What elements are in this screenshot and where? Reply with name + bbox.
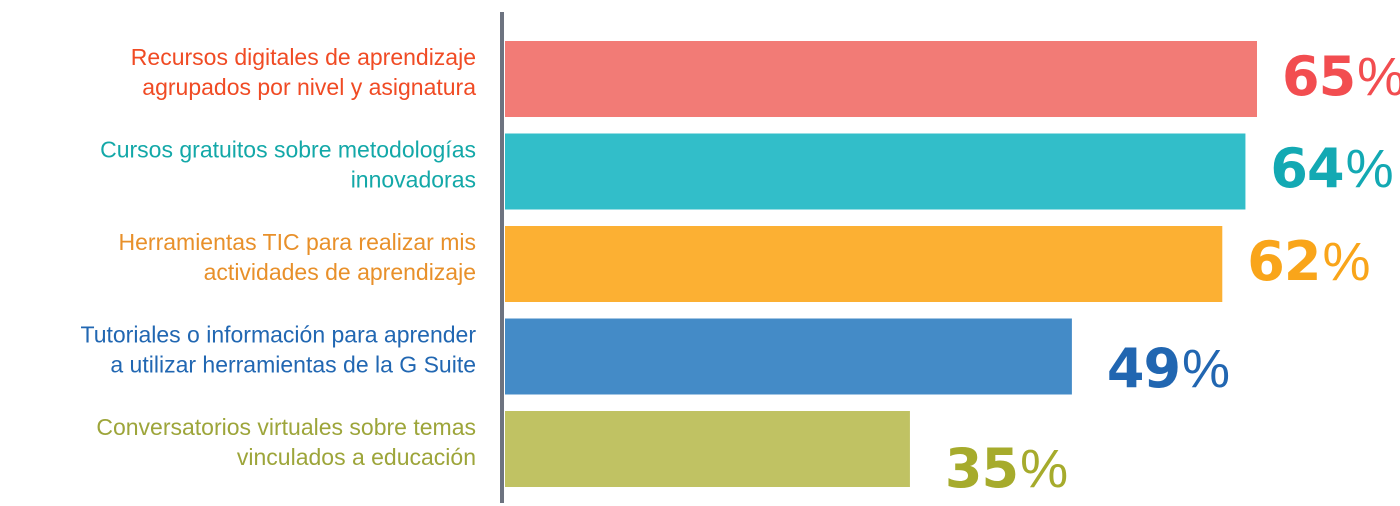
bar-1: [505, 41, 1257, 117]
category-label-line: agrupados por nivel y asignatura: [142, 74, 476, 100]
category-label-line: a utilizar herramientas de la G Suite: [110, 352, 476, 378]
value-label-1: 65%: [1282, 45, 1400, 108]
bar-3: [505, 226, 1223, 302]
value-number: 49: [1107, 337, 1180, 400]
category-label-line: vinculados a educación: [237, 444, 476, 470]
value-number: 35: [945, 437, 1018, 500]
value-percent-sign: %: [1322, 232, 1370, 292]
category-label-3: Herramientas TIC para realizar mis activi…: [119, 229, 476, 285]
category-label-5: Conversatorios virtuales sobre temas vinc…: [96, 414, 476, 470]
category-label-line: innovadoras: [351, 167, 476, 193]
category-label-line: actividades de aprendizaje: [204, 259, 476, 285]
value-percent-sign: %: [1020, 439, 1068, 499]
value-percent-sign: %: [1182, 339, 1230, 399]
bar-4: [505, 318, 1072, 395]
category-label-line: Conversatorios virtuales sobre temas: [96, 414, 476, 440]
value-label-5: 35%: [945, 437, 1068, 500]
category-label-1: Recursos digitales de aprendizaje agrupad…: [131, 44, 476, 100]
category-label-line: Cursos gratuitos sobre metodologías: [100, 137, 476, 163]
category-label-line: Recursos digitales de aprendizaje: [131, 44, 476, 70]
value-percent-sign: %: [1346, 139, 1394, 199]
category-label-4: Tutoriales o información para aprender a …: [81, 322, 477, 378]
bar-5: [505, 411, 910, 487]
value-percent-sign: %: [1357, 47, 1400, 107]
category-label-2: Cursos gratuitos sobre metodologías innov…: [100, 137, 476, 193]
value-label-3: 62%: [1247, 230, 1370, 293]
bar-2: [505, 133, 1246, 210]
value-label-2: 64%: [1270, 137, 1393, 200]
value-number: 62: [1247, 230, 1320, 293]
value-number: 65: [1282, 45, 1355, 108]
category-label-line: Herramientas TIC para realizar mis: [119, 229, 476, 255]
value-number: 64: [1270, 137, 1343, 200]
value-label-4: 49%: [1107, 337, 1230, 400]
category-label-line: Tutoriales o información para aprender: [81, 322, 477, 348]
